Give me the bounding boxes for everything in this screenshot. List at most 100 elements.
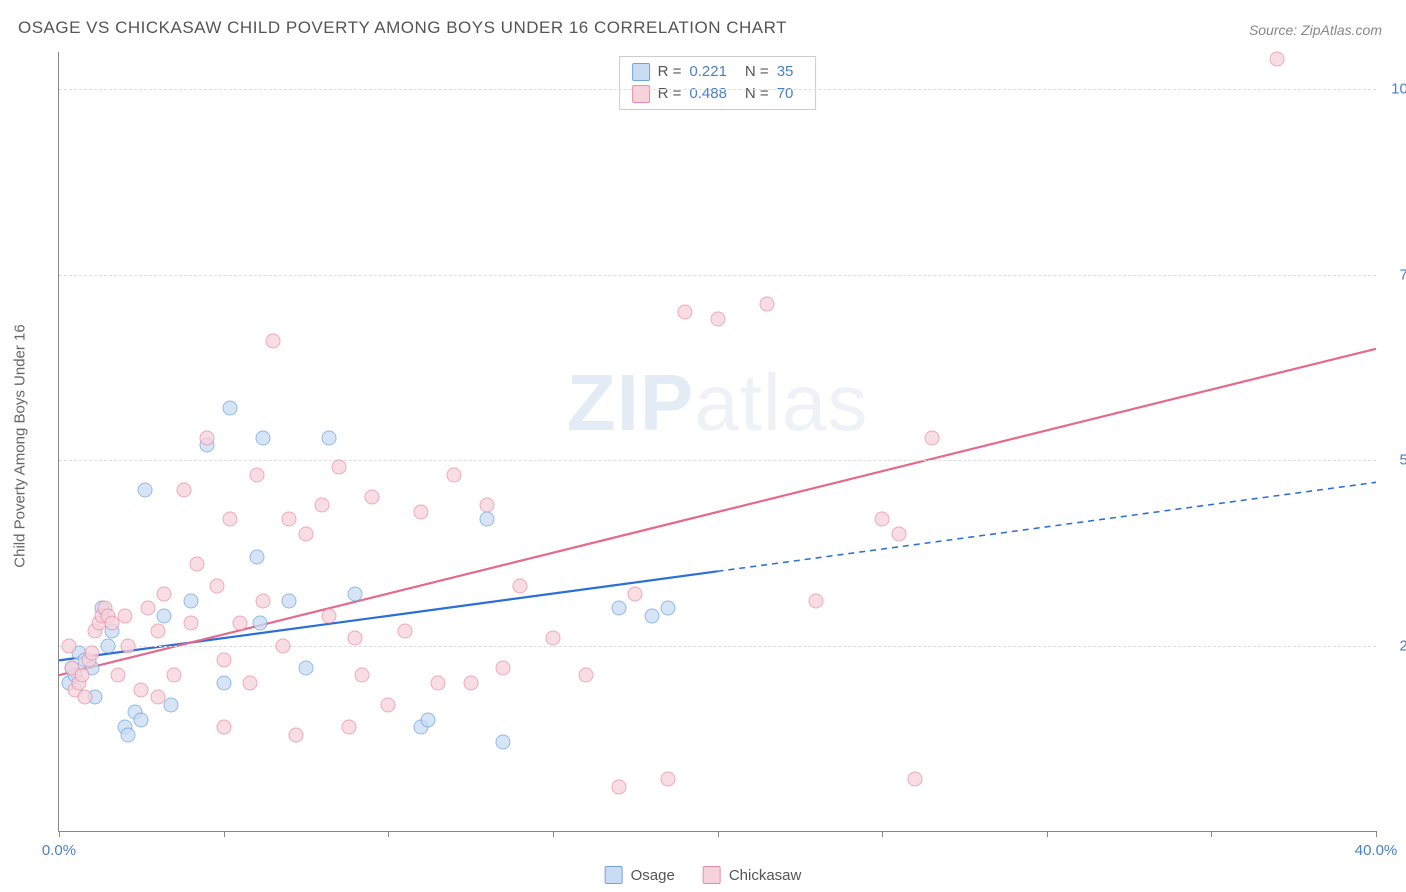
scatter-point [809,594,824,609]
scatter-point [924,430,939,445]
scatter-point [249,549,264,564]
gridline-h [59,89,1376,90]
x-tick [1047,831,1048,837]
scatter-point [249,467,264,482]
watermark-atlas: atlas [694,358,868,447]
scatter-point [661,772,676,787]
y-tick-label: 100.0% [1382,81,1406,98]
x-tick [718,831,719,837]
x-tick [388,831,389,837]
legend-label-chickasaw: Chickasaw [729,867,802,884]
scatter-point [1270,52,1285,67]
scatter-point [266,334,281,349]
scatter-point [512,579,527,594]
y-tick-label: 50.0% [1382,452,1406,469]
x-tick [224,831,225,837]
scatter-point [321,430,336,445]
scatter-point [233,616,248,631]
scatter-point [163,697,178,712]
gridline-h [59,460,1376,461]
legend-item-chickasaw: Chickasaw [703,866,802,884]
y-tick-label: 75.0% [1382,266,1406,283]
scatter-point [200,430,215,445]
scatter-point [134,683,149,698]
scatter-point [381,697,396,712]
r-value-chickasaw: 0.488 [689,83,727,105]
scatter-point [644,608,659,623]
scatter-point [111,668,126,683]
scatter-point [167,668,182,683]
scatter-point [78,690,93,705]
scatter-point [256,430,271,445]
watermark-zip: ZIP [567,358,694,447]
legend-swatch-chickasaw [703,866,721,884]
scatter-point [348,586,363,601]
x-tick [553,831,554,837]
n-label: N = [745,61,769,83]
scatter-point [134,712,149,727]
gridline-h [59,646,1376,647]
scatter-point [578,668,593,683]
scatter-point [331,460,346,475]
scatter-point [354,668,369,683]
scatter-point [480,512,495,527]
scatter-point [177,482,192,497]
scatter-point [275,638,290,653]
scatter-point [420,712,435,727]
scatter-point [611,779,626,794]
scatter-point [252,616,267,631]
scatter-point [216,653,231,668]
scatter-point [289,727,304,742]
x-tick-label: 0.0% [42,842,76,859]
r-label: R = [658,61,682,83]
scatter-point [348,631,363,646]
n-label: N = [745,83,769,105]
scatter-point [101,638,116,653]
scatter-point [61,638,76,653]
scatter-point [157,608,172,623]
trend-line-dashed [718,482,1377,571]
scatter-point [480,497,495,512]
legend: Osage Chickasaw [605,866,802,884]
y-tick-label: 25.0% [1382,637,1406,654]
n-value-chickasaw: 70 [777,83,794,105]
x-tick [1376,831,1377,837]
scatter-point [891,527,906,542]
scatter-point [137,482,152,497]
scatter-point [242,675,257,690]
scatter-point [190,556,205,571]
scatter-point [463,675,478,690]
scatter-point [157,586,172,601]
scatter-point [611,601,626,616]
swatch-osage [632,63,650,81]
swatch-chickasaw [632,85,650,103]
scatter-point [496,660,511,675]
stats-row-chickasaw: R = 0.488 N = 70 [632,83,804,105]
scatter-point [875,512,890,527]
legend-item-osage: Osage [605,866,675,884]
scatter-point [256,594,271,609]
x-tick-label: 40.0% [1355,842,1398,859]
scatter-point [223,512,238,527]
watermark: ZIPatlas [567,357,868,449]
scatter-point [150,623,165,638]
legend-label-osage: Osage [631,867,675,884]
scatter-point [282,512,297,527]
scatter-point [117,608,132,623]
n-value-osage: 35 [777,61,794,83]
scatter-point [183,594,198,609]
scatter-point [298,527,313,542]
scatter-point [315,497,330,512]
scatter-point [545,631,560,646]
x-tick [882,831,883,837]
x-tick [1211,831,1212,837]
r-label: R = [658,83,682,105]
x-tick [59,831,60,837]
plot-area: ZIPatlas R = 0.221 N = 35 R = 0.488 N = … [58,52,1376,832]
chart-title: OSAGE VS CHICKASAW CHILD POVERTY AMONG B… [18,18,787,38]
scatter-point [223,401,238,416]
scatter-point [447,467,462,482]
scatter-point [364,490,379,505]
scatter-point [759,297,774,312]
scatter-point [75,668,90,683]
